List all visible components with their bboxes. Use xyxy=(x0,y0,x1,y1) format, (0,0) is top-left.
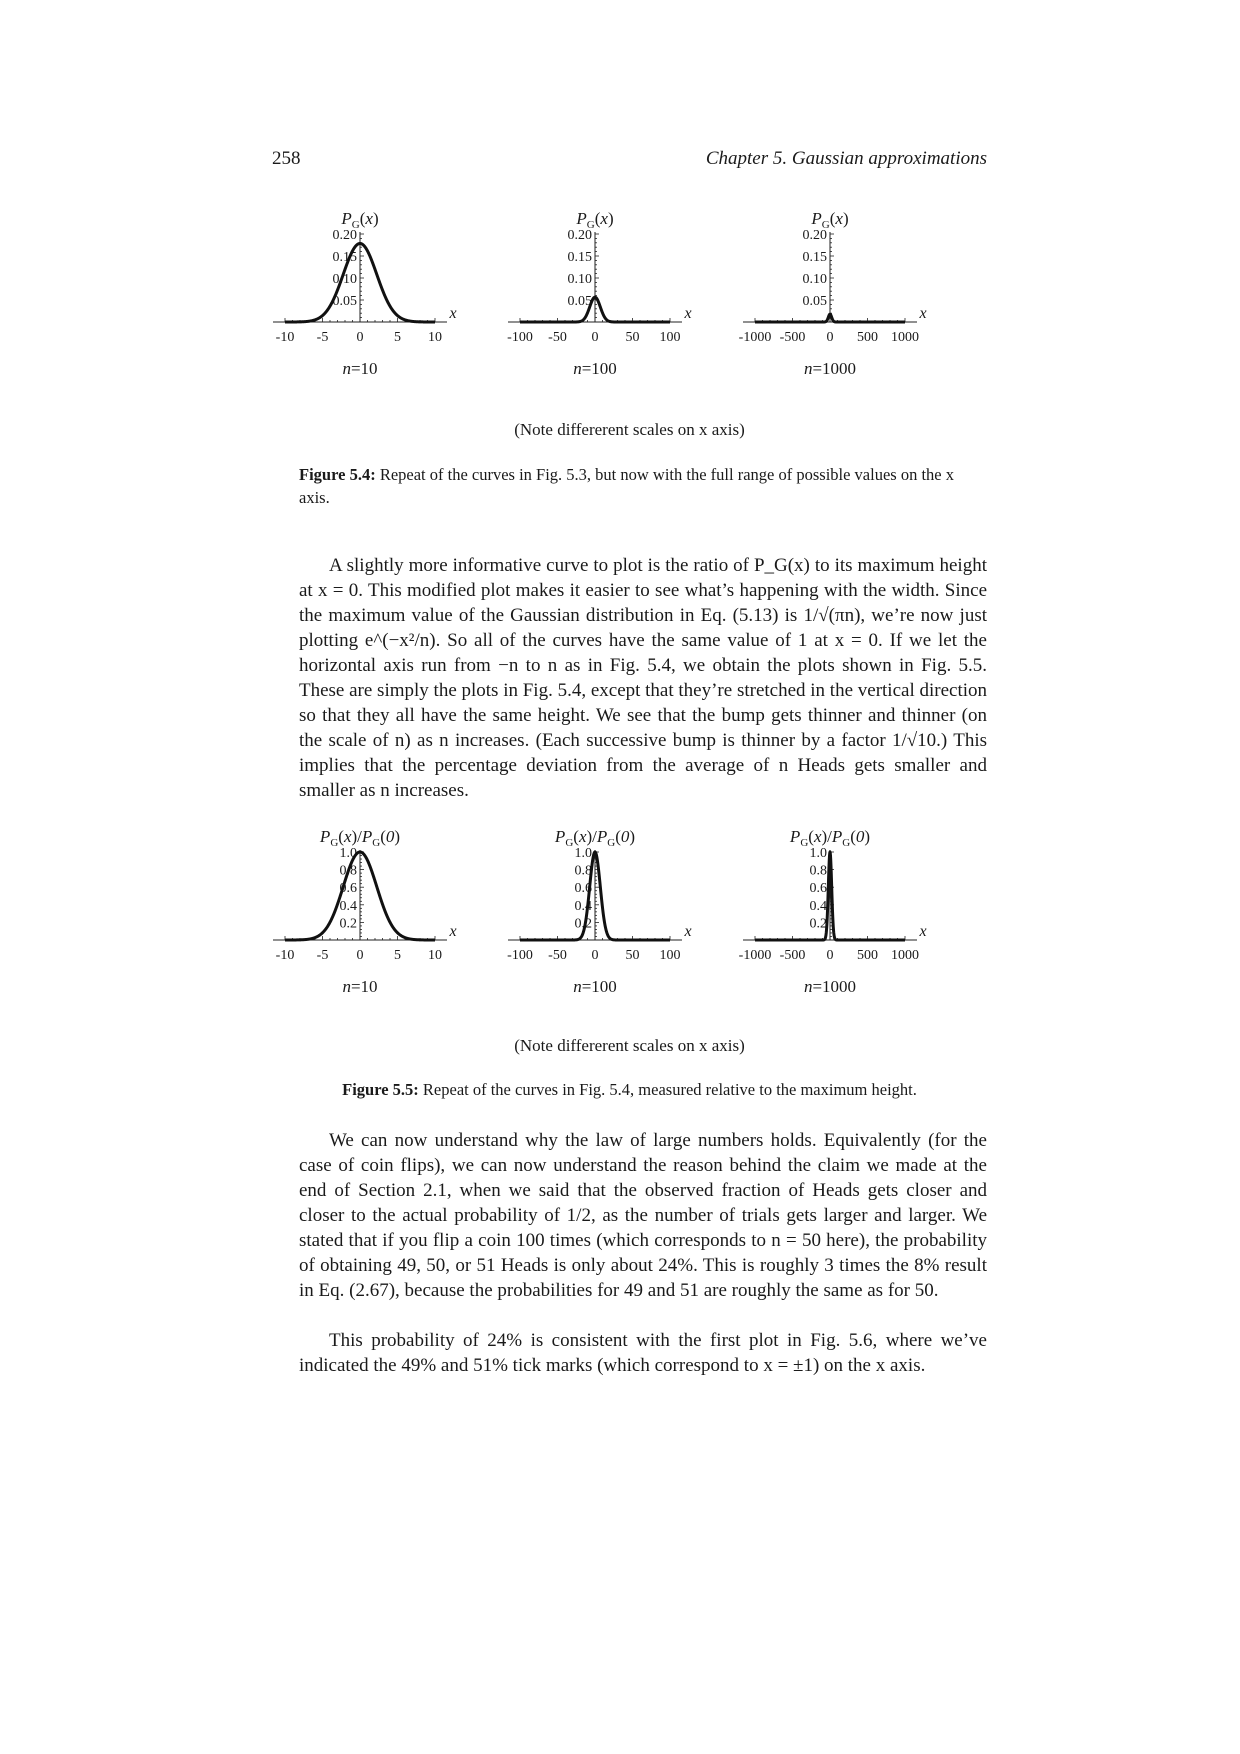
y-tick-label: 0.6 xyxy=(810,881,828,896)
y-tick-label: 0.4 xyxy=(340,899,358,914)
y-tick-label: 0.15 xyxy=(803,250,828,265)
x-tick-label: -500 xyxy=(780,330,806,345)
figure-5-4-caption: Figure 5.4: Repeat of the curves in Fig.… xyxy=(299,463,987,509)
page-header: 258 Chapter 5. Gaussian approximations xyxy=(272,148,987,178)
gaussian-curve xyxy=(753,312,907,324)
x-tick-label: -1000 xyxy=(739,948,772,963)
y-tick-label: 0.2 xyxy=(810,916,828,931)
y-axis-label: PG(x) xyxy=(340,209,378,231)
y-tick-label: 0.8 xyxy=(575,864,593,879)
x-tick-label: 50 xyxy=(626,948,640,963)
x-tick-label: 1000 xyxy=(891,330,919,345)
x-tick-label: 0 xyxy=(827,948,834,963)
x-tick-label: 100 xyxy=(660,948,681,963)
y-tick-label: 0.20 xyxy=(568,228,593,243)
figure-5-5-caption: Figure 5.5: Repeat of the curves in Fig.… xyxy=(272,1078,987,1101)
figure-5-4-note: (Note differerent scales on x axis) xyxy=(272,420,987,440)
paragraph-1-text: A slightly more informative curve to plo… xyxy=(299,555,988,801)
x-tick-label: -1000 xyxy=(739,330,772,345)
gaussian-curve xyxy=(518,295,672,324)
gaussian-curve xyxy=(283,850,437,942)
x-tick-label: 100 xyxy=(660,330,681,345)
paragraph-2: We can now understand why the law of lar… xyxy=(299,1128,987,1303)
figure-5-5-plot-n1000: PG(x)/PG(0) -1000 -500 0 500 1000 x 0.2 0.4 0.6 0.… xyxy=(739,827,927,996)
n-label: n=10 xyxy=(342,359,377,378)
paragraph-3-text: This probability of 24% is consistent wi… xyxy=(299,1330,987,1376)
y-tick-label: 0.10 xyxy=(803,272,828,287)
x-tick-label: 5 xyxy=(394,330,401,345)
caption-text: Repeat of the curves in Fig. 5.4, measur… xyxy=(422,1080,917,1099)
n-label: n=1000 xyxy=(804,977,856,996)
y-tick-label: 0.2 xyxy=(340,916,358,931)
caption-label: Figure 5.4: xyxy=(299,465,376,484)
y-tick-label: 0.2 xyxy=(575,916,593,931)
x-tick-label: 0 xyxy=(357,330,364,345)
x-tick-label: 500 xyxy=(857,948,878,963)
x-tick-label: -5 xyxy=(317,330,329,345)
x-tick-label: 50 xyxy=(626,330,640,345)
x-tick-label: -100 xyxy=(507,948,533,963)
caption-text: Repeat of the curves in Fig. 5.3, but no… xyxy=(299,465,954,507)
x-tick-label: -10 xyxy=(276,948,295,963)
n-label: n=100 xyxy=(573,359,617,378)
y-axis-label: PG(x) xyxy=(575,209,613,231)
n-label: n=100 xyxy=(573,977,617,996)
x-axis-label: x xyxy=(918,923,926,940)
x-tick-label: 0 xyxy=(592,948,599,963)
gaussian-curve xyxy=(283,242,437,324)
y-tick-label: 0.20 xyxy=(803,228,828,243)
gaussian-curve xyxy=(753,850,907,942)
y-tick-label: 1.0 xyxy=(810,846,828,861)
x-tick-label: -50 xyxy=(548,330,567,345)
y-tick-label: 0.15 xyxy=(568,250,593,265)
x-tick-label: 1000 xyxy=(891,948,919,963)
x-tick-label: -100 xyxy=(507,330,533,345)
x-axis-label: x xyxy=(448,305,456,322)
y-axis-label: PG(x)/PG(0) xyxy=(319,827,400,849)
y-tick-label: 0.10 xyxy=(568,272,593,287)
note-text: (Note differerent scales on x axis) xyxy=(514,420,745,439)
paragraph-2-text: We can now understand why the law of lar… xyxy=(299,1130,987,1301)
y-tick-label: 0.05 xyxy=(568,294,593,309)
x-tick-label: -5 xyxy=(317,948,329,963)
x-axis-label: x xyxy=(918,305,926,322)
y-tick-label: 0.05 xyxy=(333,294,358,309)
y-tick-label: 0.8 xyxy=(810,864,828,879)
y-tick-label: 0.05 xyxy=(803,294,828,309)
note-text: (Note differerent scales on x axis) xyxy=(514,1036,745,1055)
figure-5-5-note: (Note differerent scales on x axis) xyxy=(272,1036,987,1056)
x-axis-label: x xyxy=(683,923,691,940)
x-tick-label: 0 xyxy=(592,330,599,345)
x-tick-label: 10 xyxy=(428,330,442,345)
y-tick-label: 0.4 xyxy=(810,899,828,914)
caption-label: Figure 5.5: xyxy=(342,1080,419,1099)
y-axis-label: PG(x) xyxy=(810,209,848,231)
y-axis-label: PG(x)/PG(0) xyxy=(554,827,635,849)
x-axis-label: x xyxy=(683,305,691,322)
n-label: n=1000 xyxy=(804,359,856,378)
gaussian-curve xyxy=(518,850,672,942)
x-tick-label: 0 xyxy=(357,948,364,963)
y-tick-label: 0.20 xyxy=(333,228,358,243)
paragraph-3: This probability of 24% is consistent wi… xyxy=(299,1328,987,1378)
figure-5-5-plot-n100: PG(x)/PG(0)-100 -50 0 50 100x0.20.40.60.81.0… xyxy=(507,827,691,996)
page-number: 258 xyxy=(272,148,301,169)
y-tick-label: 1.0 xyxy=(575,846,593,861)
x-tick-label: -10 xyxy=(276,330,295,345)
x-tick-label: 500 xyxy=(857,330,878,345)
x-tick-label: 5 xyxy=(394,948,401,963)
n-label: n=10 xyxy=(342,977,377,996)
figure-5-4-plot-n1000: PG(x) -1000 -500 0 500 1000 x 0.05 0.10 0.15 0.20 n… xyxy=(739,209,927,378)
x-tick-label: 0 xyxy=(827,330,834,345)
chapter-title: Chapter 5. Gaussian approximations xyxy=(705,148,987,169)
y-axis-label: PG(x)/PG(0) xyxy=(789,827,870,849)
x-tick-label: -50 xyxy=(548,948,567,963)
x-tick-label: 10 xyxy=(428,948,442,963)
x-axis-label: x xyxy=(448,923,456,940)
paragraph-1: A slightly more informative curve to plo… xyxy=(299,553,987,803)
x-tick-label: -500 xyxy=(780,948,806,963)
